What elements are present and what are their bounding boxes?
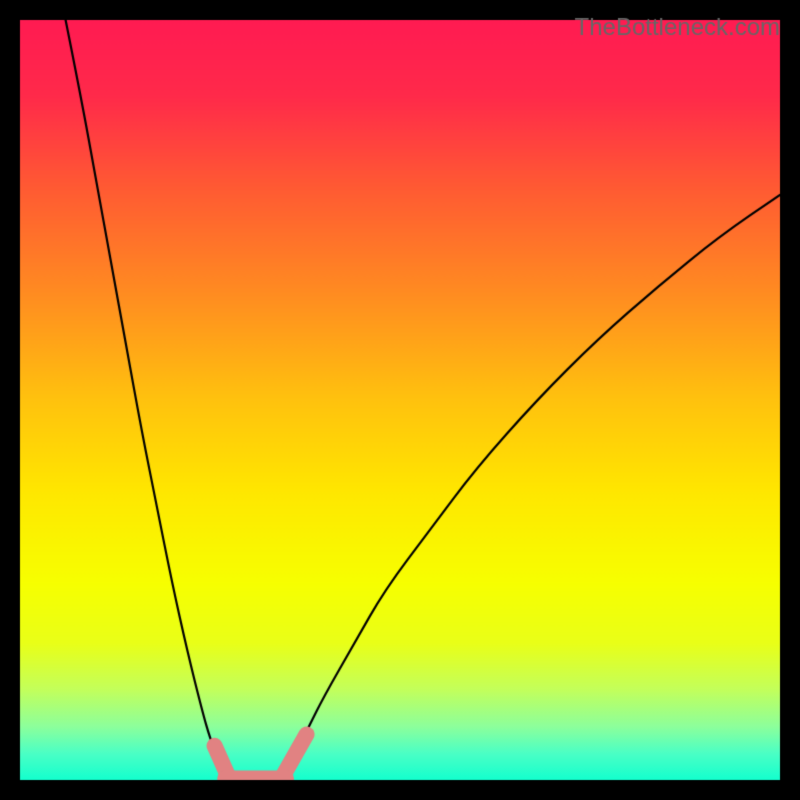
bottleneck-chart — [0, 0, 800, 800]
